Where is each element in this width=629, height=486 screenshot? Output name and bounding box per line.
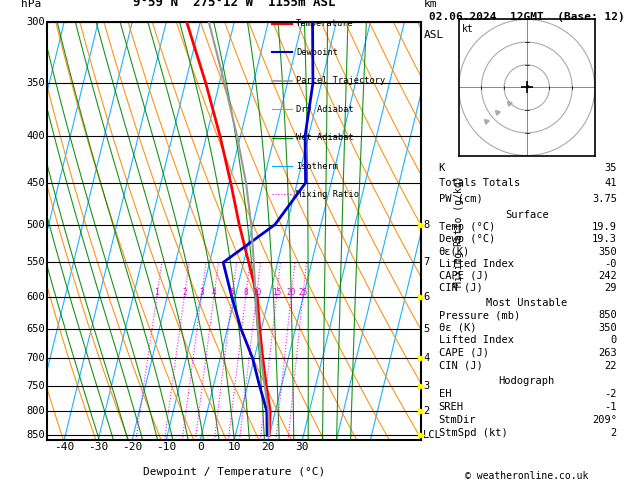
Text: 20: 20 (286, 288, 296, 297)
Text: 41: 41 (604, 178, 617, 189)
Text: Lifted Index: Lifted Index (438, 259, 513, 269)
Text: 20: 20 (262, 442, 275, 452)
Text: Most Unstable: Most Unstable (486, 298, 567, 308)
Text: Totals Totals: Totals Totals (438, 178, 520, 189)
Text: 1: 1 (155, 288, 159, 297)
Text: 550: 550 (26, 258, 45, 267)
Text: 600: 600 (26, 292, 45, 302)
Text: 400: 400 (26, 131, 45, 141)
Text: Mixing Ratio (g/kg): Mixing Ratio (g/kg) (454, 175, 464, 287)
Text: 2: 2 (182, 288, 187, 297)
Text: -10: -10 (156, 442, 176, 452)
Text: -2: -2 (604, 389, 617, 399)
Text: 2: 2 (423, 406, 430, 416)
Text: 2: 2 (611, 428, 617, 438)
Text: Dry Adiabat: Dry Adiabat (296, 104, 353, 114)
Text: -1: -1 (604, 402, 617, 412)
Text: 350: 350 (26, 78, 45, 88)
Text: Temp (°C): Temp (°C) (438, 222, 495, 232)
Text: 10: 10 (252, 288, 261, 297)
Text: CAPE (J): CAPE (J) (438, 271, 489, 281)
Text: hPa: hPa (21, 0, 42, 9)
Text: -40: -40 (54, 442, 74, 452)
Text: -20: -20 (122, 442, 142, 452)
Text: 0: 0 (197, 442, 204, 452)
Text: 29: 29 (604, 283, 617, 293)
Text: Lifted Index: Lifted Index (438, 335, 513, 346)
Text: -30: -30 (88, 442, 108, 452)
Text: 15: 15 (272, 288, 281, 297)
Text: 30: 30 (296, 442, 309, 452)
Text: Dewpoint / Temperature (°C): Dewpoint / Temperature (°C) (143, 467, 325, 477)
Text: 500: 500 (26, 220, 45, 229)
Text: 8: 8 (423, 220, 430, 229)
Text: 850: 850 (26, 430, 45, 440)
Text: 5: 5 (423, 324, 430, 334)
Text: EH: EH (438, 389, 451, 399)
Text: 0: 0 (611, 335, 617, 346)
Text: 800: 800 (26, 406, 45, 416)
Text: Dewp (°C): Dewp (°C) (438, 234, 495, 244)
Text: Mixing Ratio: Mixing Ratio (296, 190, 359, 199)
Text: K: K (438, 163, 445, 173)
Text: 700: 700 (26, 353, 45, 363)
Text: CIN (J): CIN (J) (438, 283, 482, 293)
Text: SREH: SREH (438, 402, 464, 412)
Text: 8: 8 (243, 288, 248, 297)
Text: 22: 22 (604, 361, 617, 370)
Text: PW (cm): PW (cm) (438, 194, 482, 204)
Text: 25: 25 (298, 288, 308, 297)
Text: 350: 350 (598, 246, 617, 257)
Text: 450: 450 (26, 178, 45, 188)
Text: 263: 263 (598, 348, 617, 358)
Text: StmSpd (kt): StmSpd (kt) (438, 428, 508, 438)
Text: StmDir: StmDir (438, 415, 476, 425)
Text: 4: 4 (423, 353, 430, 363)
Text: Temperature: Temperature (296, 19, 353, 29)
Text: 750: 750 (26, 381, 45, 391)
Text: 3.75: 3.75 (592, 194, 617, 204)
Text: Wet Adiabat: Wet Adiabat (296, 133, 353, 142)
Text: Hodograph: Hodograph (499, 376, 555, 386)
Text: 350: 350 (598, 323, 617, 333)
Text: kt: kt (462, 23, 473, 34)
Text: Parcel Trajectory: Parcel Trajectory (296, 76, 386, 86)
Text: km: km (423, 0, 437, 9)
Text: 35: 35 (604, 163, 617, 173)
Text: Pressure (mb): Pressure (mb) (438, 310, 520, 320)
Text: 9°59'N  275°12'W  1155m ASL: 9°59'N 275°12'W 1155m ASL (133, 0, 335, 9)
Text: 10: 10 (228, 442, 241, 452)
Text: Surface: Surface (505, 210, 548, 220)
Text: LCL: LCL (423, 430, 442, 440)
Text: 19.9: 19.9 (592, 222, 617, 232)
Text: 850: 850 (598, 310, 617, 320)
Text: 242: 242 (598, 271, 617, 281)
Text: CAPE (J): CAPE (J) (438, 348, 489, 358)
Text: CIN (J): CIN (J) (438, 361, 482, 370)
Text: Dewpoint: Dewpoint (296, 48, 338, 57)
Text: 6: 6 (423, 292, 430, 302)
Text: 209°: 209° (592, 415, 617, 425)
Text: 4: 4 (211, 288, 216, 297)
Text: θε (K): θε (K) (438, 323, 476, 333)
Text: Isotherm: Isotherm (296, 161, 338, 171)
Text: 3: 3 (423, 381, 430, 391)
Text: 19.3: 19.3 (592, 234, 617, 244)
Text: 02.06.2024  12GMT  (Base: 12): 02.06.2024 12GMT (Base: 12) (429, 12, 625, 22)
Text: 7: 7 (423, 258, 430, 267)
Text: 6: 6 (230, 288, 235, 297)
Text: 300: 300 (26, 17, 45, 27)
Text: -0: -0 (604, 259, 617, 269)
Text: θε(K): θε(K) (438, 246, 470, 257)
Text: 3: 3 (199, 288, 204, 297)
Text: ASL: ASL (423, 30, 443, 40)
Text: 650: 650 (26, 324, 45, 334)
Text: © weatheronline.co.uk: © weatheronline.co.uk (465, 471, 589, 481)
